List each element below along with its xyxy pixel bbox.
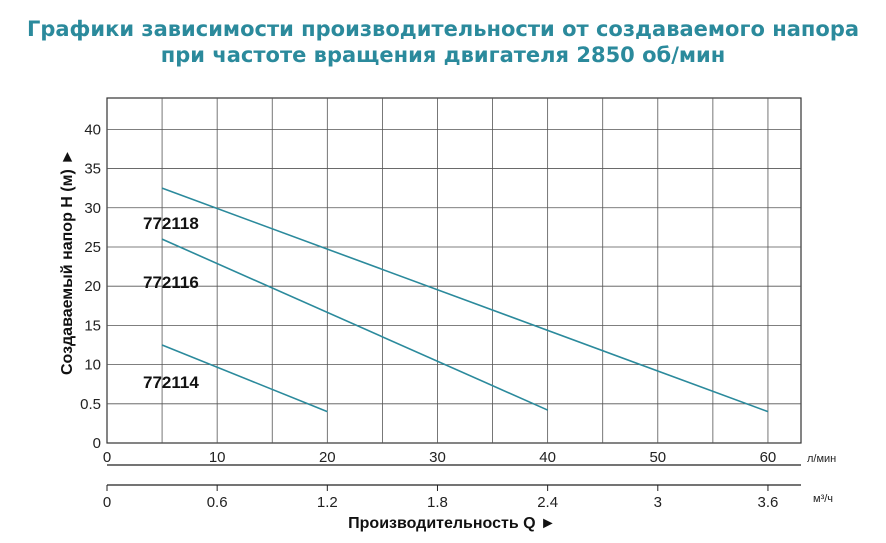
chart-title-line-2: при частоте вращения двигателя 2850 об/м… (160, 43, 726, 67)
series-label-772116: 772116 (143, 273, 199, 292)
plot-frame (106, 97, 802, 444)
y-tick-label: 25 (84, 239, 101, 256)
x2-tick-label: 3.6 (758, 494, 779, 511)
y-tick-label: 0.5 (80, 396, 101, 413)
x-tick-label: 60 (760, 449, 777, 466)
x-unit-lpm: л/мин (807, 453, 836, 465)
chart-title-line-1: Графики зависимости производительности о… (26, 17, 860, 41)
x-tick-label: 50 (649, 449, 666, 466)
series-line-772114 (161, 344, 328, 413)
series-label-772118: 772118 (143, 214, 199, 233)
x2-tick-label: 1.8 (427, 494, 448, 511)
series-label-772114: 772114 (143, 373, 199, 392)
y-axis-title: Создаваемый напор H (м) ► (59, 149, 76, 375)
x-tick-label: 10 (209, 449, 226, 466)
x-tick-label: 40 (539, 449, 556, 466)
y-tick-label: 40 (84, 121, 101, 138)
x-axis-title: Производительность Q ► (348, 515, 556, 532)
x2-tick-label: 0 (103, 494, 111, 511)
x2-tick-label: 2.4 (537, 494, 558, 511)
y-tick-label: 35 (84, 161, 101, 178)
y-tick-label: 15 (84, 317, 101, 334)
x-tick-label: 0 (103, 449, 111, 466)
y-tick-label: 20 (84, 278, 101, 295)
x-tick-label: 30 (429, 449, 446, 466)
series-line-772118 (161, 187, 769, 413)
x-tick-label: 20 (319, 449, 336, 466)
x2-tick-label: 1.2 (317, 494, 338, 511)
x2-tick-label: 3 (654, 494, 662, 511)
y-tick-label: 30 (84, 200, 101, 217)
x-unit-m3h: м³/ч (813, 493, 833, 505)
series-line-772116 (161, 238, 548, 411)
y-tick-label: 0 (93, 435, 101, 452)
x2-tick-label: 0.6 (207, 494, 228, 511)
y-tick-label: 10 (84, 357, 101, 374)
